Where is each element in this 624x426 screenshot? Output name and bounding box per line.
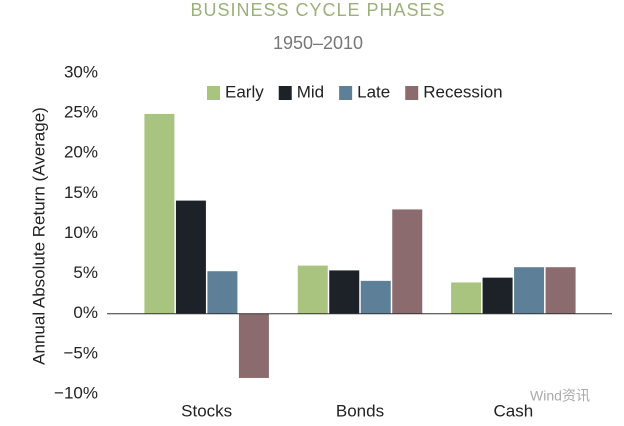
y-tick-label: 5% bbox=[73, 263, 98, 282]
bar bbox=[175, 200, 206, 314]
x-tick-label: Bonds bbox=[336, 401, 384, 420]
y-tick-label: 15% bbox=[64, 183, 98, 202]
y-tick-label: −5% bbox=[64, 343, 99, 362]
y-tick-label: 0% bbox=[73, 303, 98, 322]
legend-swatch bbox=[339, 86, 353, 100]
legend-label: Late bbox=[357, 82, 390, 101]
bar bbox=[207, 271, 238, 314]
bar bbox=[545, 267, 576, 314]
legend-swatch bbox=[278, 86, 292, 100]
bar bbox=[297, 265, 328, 314]
chart-subtitle: 1950–2010 bbox=[273, 33, 363, 53]
x-tick-label: Cash bbox=[493, 401, 533, 420]
bar bbox=[392, 209, 423, 314]
watermark: Wind资讯 bbox=[530, 388, 590, 404]
x-tick-label: Stocks bbox=[181, 401, 232, 420]
bar bbox=[329, 270, 360, 314]
bar bbox=[360, 280, 391, 314]
legend-label: Recession bbox=[423, 82, 502, 101]
legend-label: Mid bbox=[297, 82, 324, 101]
y-tick-label: 10% bbox=[64, 223, 98, 242]
bar bbox=[451, 282, 482, 314]
legend-label: Early bbox=[225, 82, 264, 101]
y-tick-label: 20% bbox=[64, 143, 98, 162]
y-axis-label: Annual Absolute Return (Average) bbox=[29, 107, 48, 365]
legend-swatch bbox=[405, 86, 419, 100]
bar bbox=[144, 113, 175, 314]
y-tick-label: 30% bbox=[64, 62, 98, 81]
bar bbox=[514, 267, 545, 314]
chart-title: BUSINESS CYCLE PHASES bbox=[190, 0, 445, 20]
bar bbox=[238, 313, 269, 378]
y-tick-label: −10% bbox=[54, 383, 98, 402]
y-tick-label: 25% bbox=[64, 103, 98, 122]
legend-swatch bbox=[207, 86, 220, 100]
bar bbox=[482, 277, 513, 314]
